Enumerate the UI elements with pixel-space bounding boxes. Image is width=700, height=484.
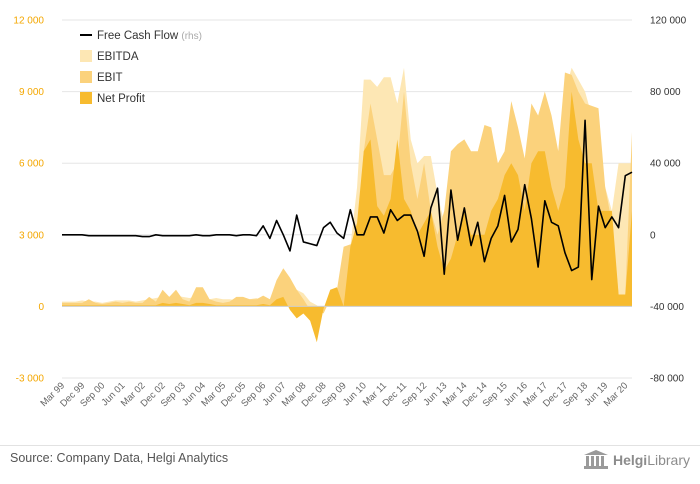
legend-unit-suffix: (rhs)	[181, 31, 202, 42]
y-left-tick-label: 6 000	[19, 159, 44, 170]
logo-text: HelgiLibrary	[612, 452, 690, 468]
legend-swatch	[80, 71, 92, 83]
library-building-icon	[583, 450, 608, 469]
helgi-library-logo[interactable]: HelgiLibrary	[583, 450, 690, 470]
y-right-tick-label: 120 000	[650, 16, 687, 27]
legend-swatch	[80, 92, 92, 104]
legend-item-net-profit[interactable]: Net Profit	[80, 92, 146, 105]
y-left-tick-label: 3 000	[19, 230, 44, 241]
legend-item-free-cash-flow[interactable]: Free Cash Flow (rhs)	[80, 30, 202, 42]
y-left-tick-label: -3 000	[16, 374, 45, 385]
legend-label: EBIT	[97, 72, 123, 84]
chart: -3 000 0 3 000 6 000 9 000 12 000 -80 000 -40 …	[13, 16, 687, 410]
legend-label: Net Profit	[97, 93, 146, 105]
legend-label: EBITDA	[97, 51, 139, 63]
y-right-tick-label: 40 000	[650, 159, 681, 170]
legend-swatch	[80, 50, 92, 62]
y-right-tick-label: 0	[650, 230, 656, 241]
line-series	[62, 119, 633, 281]
y-left-tick-label: 12 000	[13, 16, 44, 27]
y-right-tick-label: 80 000	[650, 87, 681, 98]
legend-item-ebit[interactable]: EBIT	[80, 71, 123, 84]
footer: Source: Company Data, Helgi Analytics He…	[0, 445, 700, 484]
legend[interactable]: Free Cash Flow (rhs) EBITDA EBIT Net Prof…	[80, 30, 202, 105]
line-free-cash-flow	[62, 119, 633, 281]
legend-item-ebitda[interactable]: EBITDA	[80, 50, 139, 63]
source-note: Source: Company Data, Helgi Analytics	[10, 451, 229, 465]
area-series	[62, 67, 632, 343]
right-y-axis: -80 000 -40 000 0 40 000 80 000 120 000	[650, 16, 687, 385]
y-right-tick-label: -80 000	[650, 374, 684, 385]
y-left-tick-label: 9 000	[19, 87, 44, 98]
legend-label: Free Cash Flow (rhs)	[97, 30, 202, 42]
y-right-tick-label: -40 000	[650, 302, 684, 313]
y-left-tick-label: 0	[38, 302, 44, 313]
left-y-axis: -3 000 0 3 000 6 000 9 000 12 000	[13, 16, 44, 385]
area-net-profit	[62, 91, 632, 343]
